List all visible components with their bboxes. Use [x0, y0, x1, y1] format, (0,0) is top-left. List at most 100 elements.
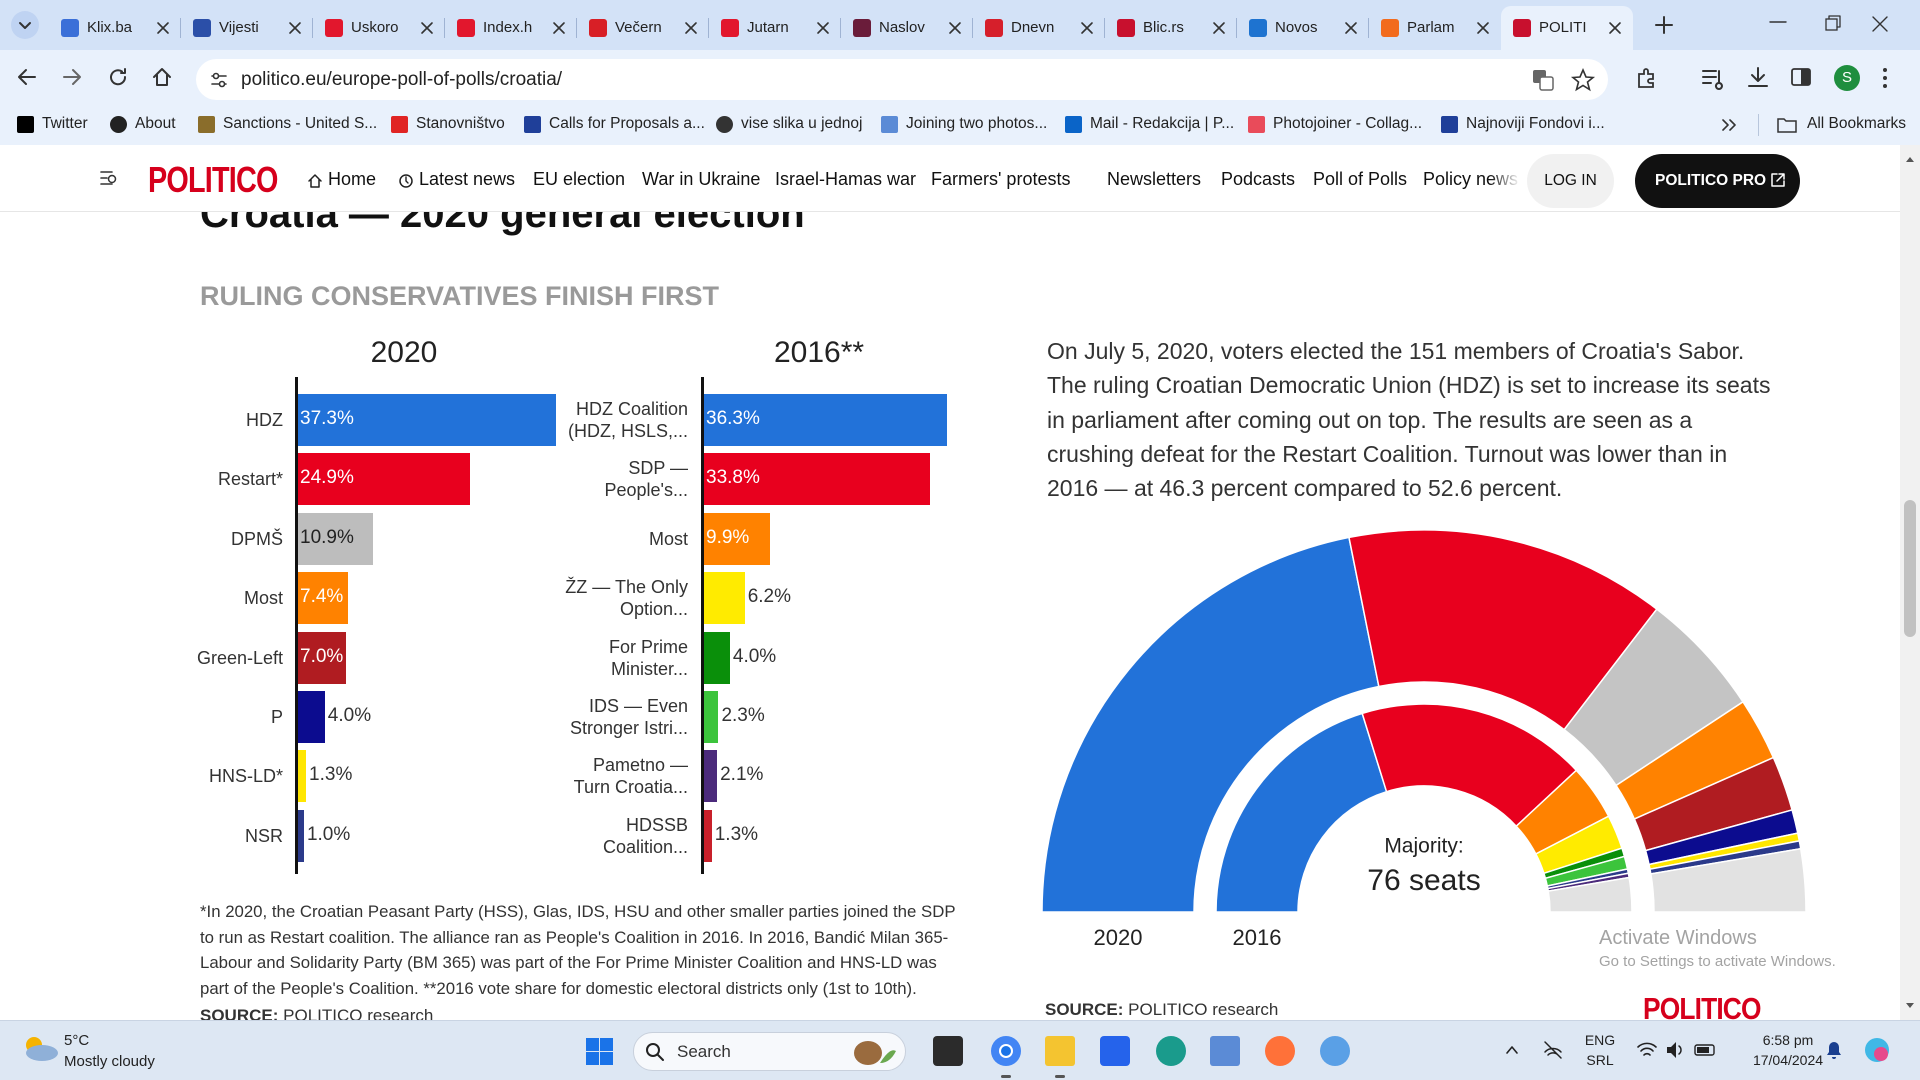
nav-link[interactable]: Home — [328, 169, 377, 189]
address-bar[interactable]: politico.eu/europe-poll-of-polls/croatia… — [196, 59, 1608, 100]
notification-bell[interactable] — [1826, 1041, 1842, 1061]
download-button[interactable] — [1747, 66, 1769, 88]
restore-button[interactable] — [1825, 15, 1841, 31]
reload-button[interactable] — [108, 67, 128, 87]
tab-close[interactable] — [1477, 22, 1489, 34]
copilot-icon[interactable] — [1864, 1037, 1890, 1063]
start-button[interactable] — [586, 1038, 613, 1065]
tab[interactable]: Parlam — [1369, 6, 1501, 50]
taskbar-app[interactable] — [1045, 1036, 1075, 1066]
taskbar-app[interactable] — [1210, 1036, 1240, 1066]
site-info-icon[interactable] — [210, 71, 228, 89]
bookmark[interactable]: Photojoiner - Collag... — [1273, 115, 1423, 132]
nav-link[interactable]: EU election — [533, 169, 626, 189]
tab[interactable]: Klix.ba — [49, 6, 181, 50]
media-button[interactable] — [1702, 68, 1724, 90]
icon-stroke — [553, 22, 565, 34]
tab-close[interactable] — [421, 22, 433, 34]
nav-link[interactable]: Israel-Hamas war — [775, 169, 917, 189]
tab[interactable]: POLITI — [1501, 6, 1633, 50]
taskbar-app[interactable] — [991, 1036, 1021, 1066]
tab[interactable]: Blic.rs — [1105, 6, 1237, 50]
nav-link[interactable]: Latest news — [419, 169, 516, 189]
tab[interactable]: Uskoro — [313, 6, 445, 50]
clock-time[interactable]: 6:58 pm — [1762, 1032, 1814, 1048]
new-tab-button[interactable] — [1655, 16, 1673, 34]
nav-link[interactable]: Poll of Polls — [1313, 169, 1408, 189]
icon-fill — [1667, 1042, 1676, 1058]
tab-close[interactable] — [1345, 22, 1357, 34]
tab[interactable]: Jutarn — [709, 6, 841, 50]
taskbar-search[interactable]: Search — [633, 1032, 906, 1071]
icon-stroke — [399, 174, 413, 188]
icon-fill — [1697, 1047, 1709, 1053]
tab-close[interactable] — [1609, 22, 1621, 34]
tab-search-button[interactable] — [10, 10, 40, 40]
icon-stroke — [1678, 1045, 1682, 1055]
translate-icon[interactable] — [1532, 69, 1554, 91]
tab-separator — [1236, 18, 1237, 38]
tab-close[interactable] — [157, 22, 169, 34]
taskbar-app[interactable] — [1156, 1036, 1186, 1066]
tray-overflow[interactable] — [1506, 1046, 1518, 1054]
menu-search-icon[interactable] — [100, 171, 118, 185]
back-button[interactable] — [17, 67, 37, 87]
tab-close[interactable] — [817, 22, 829, 34]
bookmark[interactable]: Twitter — [42, 115, 88, 132]
tab[interactable]: Index.h — [445, 6, 577, 50]
tab-close[interactable] — [949, 22, 961, 34]
profile-avatar[interactable]: S — [1834, 65, 1860, 91]
bookmark[interactable]: vise slika u jednoj — [741, 115, 863, 132]
tab[interactable]: Naslov — [841, 6, 973, 50]
wifi-icon[interactable] — [1637, 1041, 1657, 1059]
more-bookmarks[interactable] — [1722, 119, 1736, 131]
login-button[interactable]: LOG IN — [1527, 154, 1614, 208]
tab-close[interactable] — [1213, 22, 1225, 34]
site-logo[interactable]: POLITICO — [148, 159, 278, 200]
clock-date[interactable]: 17/04/2024 — [1752, 1052, 1824, 1068]
taskbar-app[interactable] — [1320, 1036, 1350, 1066]
icon-stroke — [110, 68, 127, 86]
scrollbar[interactable] — [1900, 145, 1920, 1020]
bookmark[interactable]: About — [135, 115, 176, 132]
taskbar-app[interactable] — [1265, 1036, 1295, 1066]
tab-close[interactable] — [685, 22, 697, 34]
footnote: *In 2020, the Croatian Peasant Party (HS… — [200, 902, 956, 999]
close-button[interactable] — [1872, 16, 1888, 32]
nav-link[interactable]: War in Ukraine — [642, 169, 761, 189]
taskbar-app[interactable] — [1100, 1036, 1130, 1066]
tab[interactable]: Vijesti — [181, 6, 313, 50]
nav-link[interactable]: Podcasts — [1221, 169, 1296, 189]
home-button[interactable] — [152, 67, 172, 87]
bookmark[interactable]: Calls for Proposals a... — [549, 115, 705, 132]
bookmark-icon — [1248, 116, 1265, 133]
side-panel-button[interactable] — [1791, 68, 1811, 86]
all-bookmarks[interactable]: All Bookmarks — [1807, 115, 1907, 132]
tab[interactable]: Novos — [1237, 6, 1369, 50]
tab[interactable]: Večern — [577, 6, 709, 50]
bookmark[interactable]: Najnoviji Fondovi i... — [1466, 115, 1605, 132]
nav-link[interactable]: Newsletters — [1107, 169, 1202, 189]
taskbar-app[interactable] — [933, 1036, 963, 1066]
bookmark[interactable]: Joining two photos... — [906, 115, 1048, 132]
pro-button[interactable]: POLITICO PRO — [1635, 154, 1800, 208]
forward-button[interactable] — [62, 67, 82, 87]
keyboard-layout[interactable]: SRL — [1586, 1052, 1614, 1068]
input-language[interactable]: ENG — [1584, 1032, 1616, 1048]
volume-icon[interactable] — [1666, 1041, 1686, 1059]
bookmark[interactable]: Sanctions - United S... — [223, 115, 378, 132]
menu-button[interactable] — [1882, 67, 1888, 89]
bookmark-star[interactable] — [1570, 67, 1596, 92]
url-text: politico.eu/europe-poll-of-polls/croatia… — [241, 69, 563, 90]
scrollbar-thumb[interactable] — [1904, 500, 1916, 637]
tab-close[interactable] — [553, 22, 565, 34]
minimize-button[interactable] — [1769, 20, 1787, 24]
tab[interactable]: Dnevn — [973, 6, 1105, 50]
tab-close[interactable] — [1081, 22, 1093, 34]
bookmark[interactable]: Mail - Redakcija | P... — [1090, 115, 1235, 132]
battery-icon[interactable] — [1694, 1042, 1718, 1058]
extensions-button[interactable] — [1636, 67, 1658, 89]
nav-link[interactable]: Farmers' protests — [931, 169, 1071, 189]
bookmark[interactable]: Stanovništvo — [416, 115, 505, 132]
tab-close[interactable] — [289, 22, 301, 34]
